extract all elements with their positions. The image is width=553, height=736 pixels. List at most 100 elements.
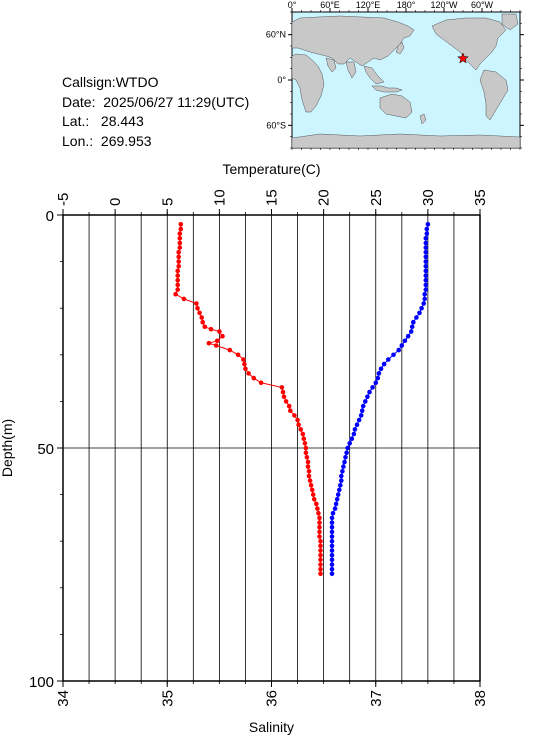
- data-point: [305, 464, 311, 469]
- data-point: [315, 506, 320, 511]
- data-point: [349, 436, 355, 442]
- data-point: [175, 277, 180, 283]
- star-icon: [457, 52, 469, 64]
- data-point: [283, 399, 289, 404]
- data-point: [307, 478, 313, 483]
- data-point: [338, 483, 343, 488]
- data-point: [317, 520, 322, 525]
- data-point: [298, 427, 304, 432]
- map-lon-label: 120°W: [430, 0, 458, 10]
- depth-tick-label: 100: [29, 674, 54, 691]
- data-point: [402, 338, 408, 344]
- data-point: [375, 375, 381, 381]
- data-point: [352, 427, 358, 432]
- data-point: [414, 315, 419, 320]
- temperature-tick-label: 5: [159, 198, 176, 206]
- data-point: [258, 380, 264, 386]
- map-lon-label: 60°W: [471, 0, 494, 10]
- depth-ticks: 0 50 100: [29, 208, 63, 691]
- data-point: [423, 250, 429, 255]
- series-line: [174, 224, 321, 574]
- data-point: [422, 291, 428, 297]
- data-point: [354, 422, 360, 428]
- data-point: [329, 515, 335, 521]
- data-point: [305, 459, 311, 465]
- data-point: [409, 324, 415, 330]
- data-point: [332, 506, 338, 511]
- data-point: [286, 403, 292, 409]
- land-indonesia: [371, 85, 403, 93]
- data-point: [317, 534, 322, 539]
- temperature-series: [173, 222, 323, 577]
- data-point: [177, 240, 183, 246]
- depth-tick-label: 0: [46, 208, 54, 225]
- land-north-america: [431, 17, 507, 71]
- salinity-tick-label: 36: [264, 690, 281, 707]
- data-point: [330, 510, 336, 516]
- data-point: [363, 399, 368, 404]
- date-row: Date: 2025/06/27 11:29(UTC): [62, 93, 249, 113]
- data-point: [176, 264, 181, 269]
- data-point: [317, 529, 322, 535]
- data-point: [318, 538, 323, 544]
- data-point: [202, 324, 208, 330]
- data-point: [378, 366, 384, 372]
- data-point: [423, 287, 429, 292]
- data-point: [306, 469, 312, 474]
- data-point: [213, 343, 219, 348]
- map-axes: 0° 60°E 120°E 180° 120°W 60°W 60°N 0° 60°S: [266, 0, 524, 150]
- series-line: [331, 224, 429, 574]
- data-point: [176, 259, 181, 264]
- date-value: 2025/06/27 11:29(UTC): [103, 93, 250, 110]
- data-point: [208, 326, 214, 332]
- data-point: [424, 231, 430, 236]
- data-point: [399, 343, 405, 348]
- data-point: [340, 469, 345, 474]
- data-point: [423, 254, 429, 260]
- temperature-tick-label: -5: [55, 193, 72, 206]
- data-point: [178, 226, 184, 232]
- data-point: [334, 497, 340, 502]
- data-point: [173, 291, 178, 297]
- land-arabia-india: [325, 57, 357, 79]
- salinity-tick-label: 38: [472, 690, 489, 707]
- temperature-tick-label: 0: [107, 198, 124, 206]
- data-point: [421, 301, 427, 306]
- data-point: [345, 445, 350, 451]
- data-point: [423, 264, 429, 269]
- data-point: [351, 431, 357, 437]
- data-point: [215, 338, 220, 344]
- callsign-row: Callsign:WTDO: [62, 73, 249, 93]
- data-point: [423, 268, 429, 274]
- data-point: [200, 319, 205, 325]
- data-point: [423, 273, 429, 278]
- data-point: [408, 329, 414, 334]
- data-point: [317, 524, 322, 530]
- map-lon-label: 0°: [288, 0, 297, 10]
- data-point: [342, 459, 347, 465]
- map-lat-label: 60°N: [266, 30, 286, 40]
- data-point: [333, 501, 339, 507]
- data-point: [175, 282, 180, 288]
- temperature-tick-label: 30: [420, 189, 437, 206]
- data-point: [329, 524, 335, 530]
- depth-axis-label: Depth(m): [0, 419, 15, 477]
- data-point: [194, 301, 199, 306]
- data-point: [391, 352, 396, 358]
- data-point: [423, 259, 429, 264]
- data-point: [329, 543, 335, 549]
- data-point: [280, 389, 286, 395]
- data-point: [316, 510, 321, 516]
- data-point: [181, 296, 187, 302]
- data-point: [220, 333, 225, 339]
- data-point: [178, 222, 184, 227]
- data-point: [199, 315, 204, 320]
- data-point: [296, 422, 301, 428]
- data-point: [318, 543, 323, 549]
- salinity-tick-label: 35: [159, 690, 176, 707]
- data-point: [396, 347, 402, 353]
- data-point: [422, 296, 428, 302]
- temperature-tick-label: 15: [264, 189, 281, 206]
- temperature-tick-label: 20: [316, 189, 333, 206]
- date-label: Date:: [62, 93, 96, 110]
